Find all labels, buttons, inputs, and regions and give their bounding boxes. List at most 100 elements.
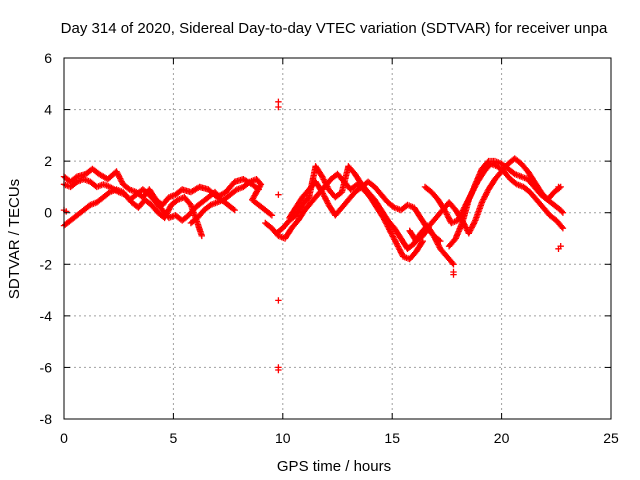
data-point-track-i (505, 173, 512, 180)
data-point-track-f (441, 250, 448, 258)
data-point-track-j (483, 160, 490, 167)
data-point-track-d (252, 199, 260, 207)
data-point-track-h (471, 218, 478, 226)
data-point-track-e (286, 227, 294, 234)
axis-ticks: 0 5 10 15 20 25 -8 -6 -4 -2 0 2 4 6 (40, 50, 619, 446)
data-point-track-g (415, 212, 423, 219)
data-point-track-d (244, 180, 251, 187)
data-point-track-h (496, 170, 503, 178)
data-point-track-j (556, 184, 563, 192)
data-point-track-a (163, 196, 170, 203)
data-point-track-f (383, 214, 390, 222)
data-point-track-f (362, 186, 370, 193)
data-point-track-c (157, 204, 164, 211)
data-point-track-g (388, 202, 395, 209)
data-point-track-c (130, 193, 137, 200)
data-point-track-f (448, 258, 455, 265)
y-tick-label: 4 (44, 102, 52, 118)
data-point-track-f (277, 227, 284, 234)
data-point-track-e (398, 250, 405, 257)
data-point-track-c (202, 196, 209, 203)
data-point-track-h (462, 224, 470, 231)
data-point-track-h (450, 204, 457, 211)
data-point-track-i (439, 204, 447, 211)
data-point-track-c (104, 190, 111, 198)
data-point-track-f (356, 178, 364, 185)
data-point-track-h (554, 204, 562, 212)
data-point-track-e (312, 194, 319, 201)
data-point-track-j (508, 168, 516, 176)
data-point-track-i (524, 186, 531, 194)
data-point-isolated (555, 183, 562, 191)
x-tick-label: 10 (275, 430, 291, 446)
chart-title: Day 314 of 2020, Sidereal Day-to-day VTE… (61, 20, 608, 37)
data-point-track-h (515, 158, 522, 165)
y-tick-label: -4 (40, 308, 53, 324)
data-point-track-a (123, 184, 131, 191)
data-points (60, 98, 567, 374)
data-point-track-i (537, 201, 545, 209)
data-point-track-c (97, 196, 104, 203)
data-point-track-j (465, 198, 472, 205)
data-point-isolated (275, 191, 282, 198)
data-point-track-c (228, 204, 236, 212)
data-point-track-a (93, 168, 100, 176)
data-point-track-e (386, 226, 393, 233)
data-point-track-i (550, 215, 557, 222)
data-point-track-g (355, 185, 363, 193)
data-point-track-h (559, 209, 567, 216)
data-point-track-d (259, 204, 266, 212)
y-tick-label: -2 (40, 256, 53, 272)
x-tick-label: 15 (384, 430, 400, 446)
data-point-track-g (428, 230, 435, 237)
y-tick-label: -6 (40, 359, 53, 375)
data-point-track-i (531, 194, 538, 201)
data-point-track-i (498, 166, 505, 173)
data-point-track-g (336, 206, 343, 214)
data-point-isolated (450, 271, 457, 278)
data-point-isolated (275, 297, 282, 304)
data-point-track-f (323, 182, 330, 189)
data-point-track-c (230, 205, 237, 213)
x-tick-label: 5 (170, 430, 178, 446)
data-point-track-f (304, 195, 312, 202)
data-point-track-a (118, 178, 125, 185)
data-point-track-c (150, 196, 157, 203)
data-point-track-h (522, 165, 529, 173)
data-point-track-b (91, 181, 98, 189)
data-point-track-g (321, 193, 328, 200)
data-point-track-e (395, 244, 402, 252)
data-point-track-j (516, 172, 523, 180)
data-point-track-c (84, 203, 91, 211)
data-point-track-h (480, 196, 487, 203)
data-point-track-g (401, 203, 409, 211)
data-point-track-d (212, 199, 219, 207)
data-point-track-h (470, 221, 477, 228)
data-point-track-c (189, 206, 197, 214)
data-point-track-g (375, 188, 383, 196)
data-point-track-h (470, 220, 478, 227)
data-point-track-d (255, 178, 262, 185)
data-point-track-d (198, 209, 205, 216)
data-point-track-e (292, 219, 300, 227)
data-point-track-f (317, 170, 324, 178)
data-point-track-j (490, 157, 497, 165)
data-point-isolated (557, 243, 564, 250)
data-point-track-b (152, 206, 160, 214)
data-point-track-c (64, 219, 72, 226)
data-point-track-f (389, 222, 396, 229)
y-tick-label: -8 (40, 411, 53, 427)
data-point-track-e (266, 222, 273, 230)
data-point-track-b (185, 199, 192, 206)
data-point-isolated (275, 366, 282, 374)
data-point-track-c (143, 189, 150, 196)
data-point-track-e (391, 236, 398, 243)
y-tick-label: 2 (44, 153, 52, 169)
data-point-track-d (266, 210, 273, 217)
data-point-track-f (396, 232, 403, 240)
data-point-track-g (323, 197, 330, 204)
data-point-track-g (303, 188, 311, 196)
data-point-track-g (343, 199, 350, 206)
data-point-track-e (418, 240, 425, 247)
data-point-track-a (176, 188, 183, 195)
